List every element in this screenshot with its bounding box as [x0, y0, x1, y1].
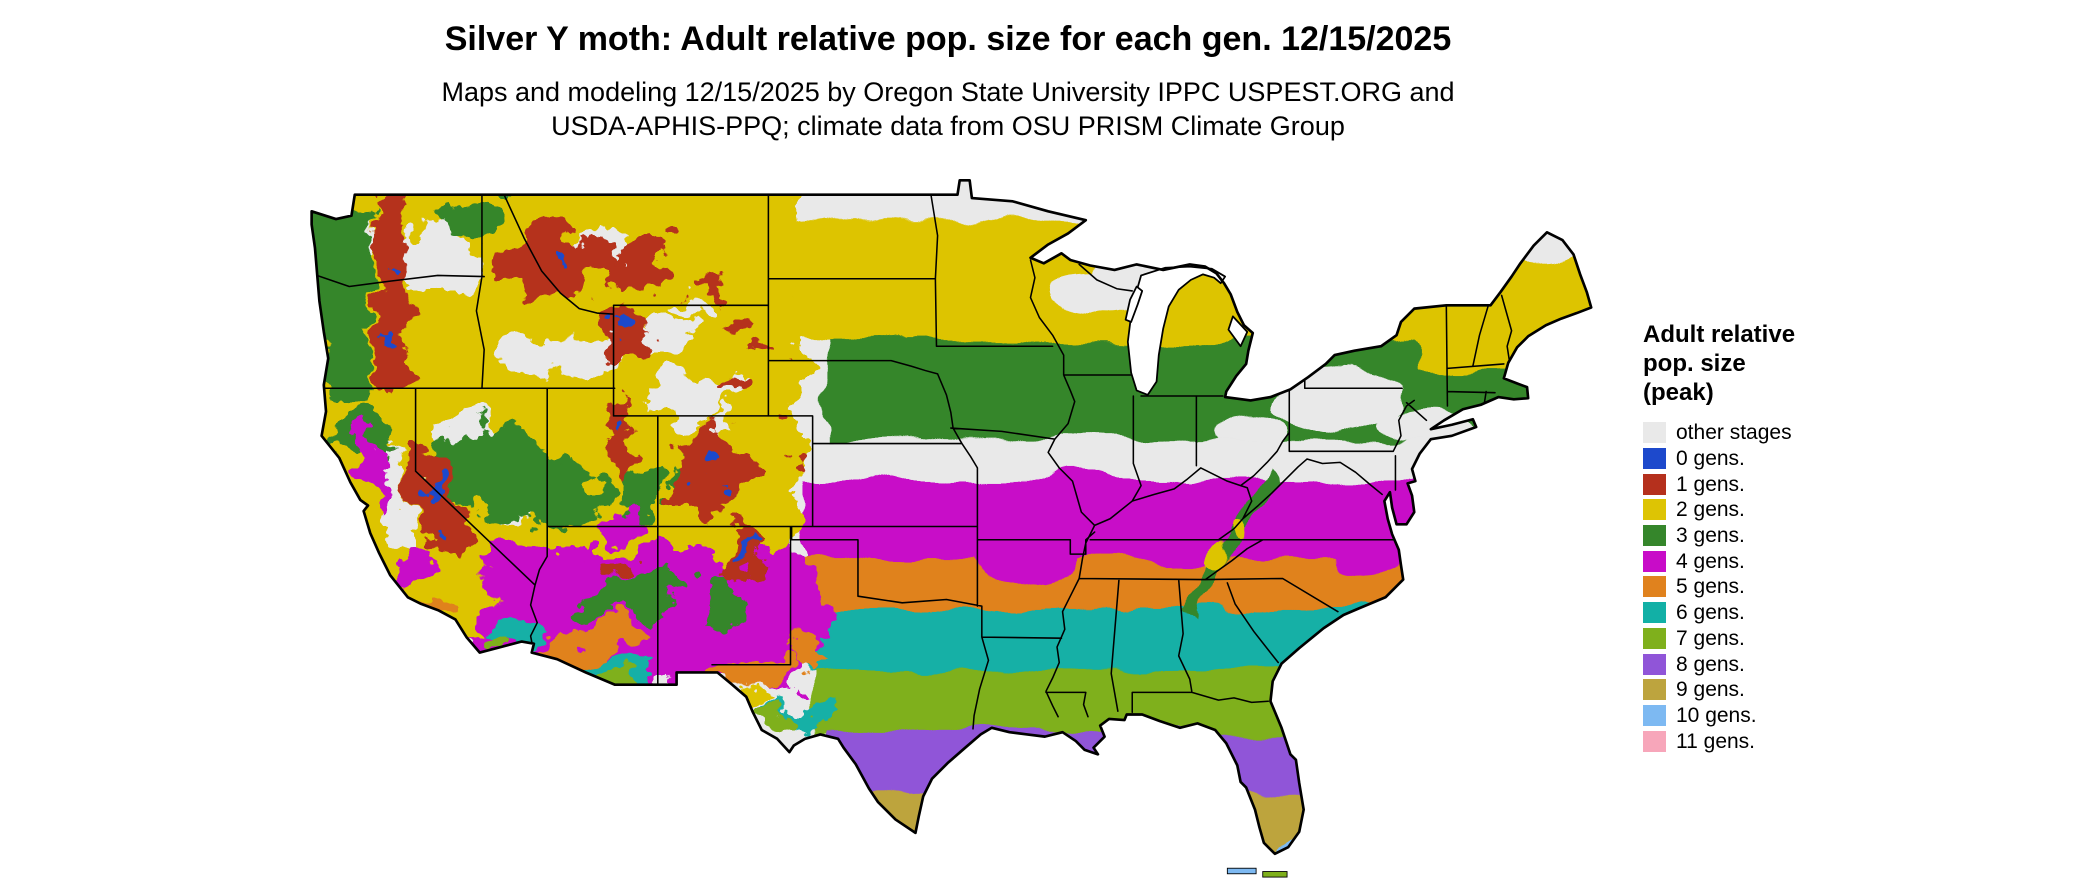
- legend-item-4-gens: 4 gens.: [1643, 548, 2003, 574]
- legend-item-label: 5 gens.: [1676, 575, 1745, 599]
- legend-item-8-gens: 8 gens.: [1643, 651, 2003, 677]
- legend-swatch: [1643, 576, 1666, 598]
- legend-item-0-gens: 0 gens.: [1643, 446, 2003, 472]
- saginaw-bay: [1227, 315, 1249, 348]
- map-legend: Adult relative pop. size (peak) other st…: [1643, 320, 2003, 754]
- legend-item-2-gens: 2 gens.: [1643, 497, 2003, 523]
- legend-swatch: [1643, 473, 1666, 495]
- legend-item-label: 8 gens.: [1676, 652, 1745, 676]
- legend-item-label: 10 gens.: [1676, 703, 1757, 727]
- legend-item-5-gens: 5 gens.: [1643, 574, 2003, 600]
- legend-swatch: [1643, 550, 1666, 572]
- legend-item-label: 0 gens.: [1676, 447, 1745, 471]
- florida-keys: [1226, 867, 1288, 878]
- legend-swatch: [1643, 422, 1666, 444]
- legend-item-label: 2 gens.: [1676, 498, 1745, 522]
- legend-swatch: [1643, 627, 1666, 649]
- terrain-mosaic-west: [311, 180, 836, 732]
- legend-item-label: other stages: [1676, 421, 1792, 445]
- lake-michigan: [1126, 265, 1227, 396]
- legend-item-label: 6 gens.: [1676, 601, 1745, 625]
- legend-title-line-1: Adult relative: [1643, 321, 1796, 348]
- attribution-line-1: Maps and modeling 12/15/2025 by Oregon S…: [441, 77, 1455, 107]
- legend-title-line-3: (peak): [1643, 379, 1714, 406]
- legend-item-label: 11 gens.: [1676, 729, 1756, 753]
- legend-item-10-gens: 10 gens.: [1643, 703, 2003, 729]
- state-borders: [313, 193, 1513, 730]
- legend-swatch: [1643, 679, 1666, 701]
- legend-item-label: 9 gens.: [1676, 678, 1745, 702]
- us-generations-map: [305, 167, 1610, 886]
- legend-swatch: [1643, 704, 1666, 726]
- us-map-svg: [310, 179, 1593, 878]
- legend-item-label: 4 gens.: [1676, 549, 1745, 573]
- legend-swatch: [1643, 499, 1666, 521]
- green-bay: [1124, 285, 1144, 323]
- legend-item-11-gens: 11 gens.: [1643, 728, 2003, 754]
- legend-items: other stages 0 gens. 1 gens. 2 gens. 3 g…: [1643, 420, 2003, 754]
- map-header: Silver Y moth: Adult relative pop. size …: [0, 20, 1896, 143]
- legend-swatch: [1643, 602, 1666, 624]
- legend-swatch: [1643, 730, 1666, 752]
- legend-item-9-gens: 9 gens.: [1643, 677, 2003, 703]
- legend-item-label: 7 gens.: [1676, 626, 1745, 650]
- legend-swatch: [1643, 525, 1666, 547]
- legend-swatch: [1643, 653, 1666, 675]
- legend-item-label: 3 gens.: [1676, 524, 1745, 548]
- legend-item-label: 1 gens.: [1676, 472, 1745, 496]
- map-attribution: Maps and modeling 12/15/2025 by Oregon S…: [0, 75, 1896, 143]
- legend-item-7-gens: 7 gens.: [1643, 626, 2003, 652]
- legend-title-line-2: pop. size: [1643, 350, 1746, 377]
- legend-swatch: [1643, 448, 1666, 470]
- legend-item-other-stages: other stages: [1643, 420, 2003, 446]
- attribution-line-2: USDA-APHIS-PPQ; climate data from OSU PR…: [551, 111, 1345, 141]
- national-outline: [310, 179, 1593, 856]
- page-title: Silver Y moth: Adult relative pop. size …: [444, 20, 1452, 58]
- legend-item-3-gens: 3 gens.: [1643, 523, 2003, 549]
- legend-item-1-gens: 1 gens.: [1643, 471, 2003, 497]
- legend-title: Adult relative pop. size (peak): [1643, 320, 2003, 407]
- legend-item-6-gens: 6 gens.: [1643, 600, 2003, 626]
